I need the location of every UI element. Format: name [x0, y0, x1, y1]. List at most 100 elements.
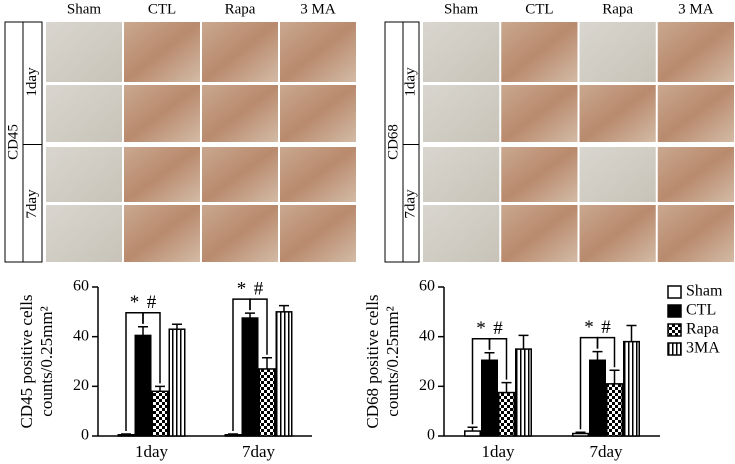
error-bar [467, 426, 478, 432]
x-tick-label: 7day [242, 442, 276, 461]
y-tick-label: 20 [73, 377, 89, 394]
column-label: CTL [525, 1, 553, 17]
significance-mark: * [584, 317, 594, 338]
error-bar [138, 325, 148, 336]
micrograph [579, 85, 656, 142]
micrograph [202, 205, 278, 262]
image-panels: Sham CTL Rapa 3 MA CD45 1day 7day Sham CTL Rapa 3 … [4, 1, 734, 263]
y-tick-label: 20 [419, 377, 435, 394]
y-tick-label: 0 [81, 427, 89, 444]
error-bar [279, 304, 289, 312]
legend-label: Sham [686, 283, 723, 300]
bar [572, 432, 589, 437]
legend-swatch [667, 285, 682, 299]
error-bar [262, 357, 272, 369]
bar [134, 334, 152, 437]
error-bar [155, 385, 165, 392]
micrograph [423, 147, 500, 202]
significance-mark: # [147, 292, 157, 313]
y-tick-label: 60 [73, 278, 89, 295]
micrograph [46, 205, 122, 262]
micrograph [124, 85, 200, 142]
micrograph [46, 147, 122, 202]
legend-swatch [667, 342, 682, 356]
column-label: 3 MA [300, 1, 336, 17]
error-bar [518, 334, 529, 350]
column-label: Sham [67, 1, 102, 17]
marker-label: CD68 [385, 124, 401, 160]
error-bar [501, 381, 512, 393]
y-axis-label: CD68 positive cells [363, 294, 382, 428]
charts: CD45 positive cells counts/0.25mm² 0 20 40 60… [17, 278, 723, 461]
bar [241, 317, 259, 437]
micrograph [423, 85, 500, 142]
y-tick-label: 40 [73, 327, 89, 344]
micrograph [501, 22, 578, 82]
column-label: Sham [444, 1, 479, 17]
micrograph [657, 147, 734, 202]
legend-label: 3MA [686, 340, 720, 357]
micrograph [657, 85, 734, 142]
legend-swatch [667, 323, 682, 337]
bar [589, 359, 606, 437]
legend-swatch [667, 304, 682, 318]
significance-mark: * [476, 318, 486, 339]
micrograph [280, 85, 356, 142]
y-tick-label: 0 [427, 427, 435, 444]
legend-label: Rapa [686, 321, 719, 338]
error-bar [626, 324, 637, 342]
bar [117, 434, 135, 437]
error-bar [575, 431, 586, 434]
row-label: 7day [402, 189, 418, 219]
micrograph [280, 147, 356, 202]
y-axis-label: counts/0.25mm² [383, 306, 402, 416]
micrograph [579, 147, 656, 202]
micrograph [501, 85, 578, 142]
column-label: CTL [148, 1, 176, 17]
bar [464, 430, 481, 437]
row-label: 1day [402, 67, 418, 97]
legend-label: CTL [686, 302, 716, 319]
marker-label: CD45 [5, 124, 21, 160]
bar [275, 311, 293, 437]
error-bar [484, 352, 495, 361]
micrograph [124, 147, 200, 202]
micrograph [501, 147, 578, 202]
micrograph [423, 205, 500, 262]
error-bar [245, 312, 255, 319]
bar [498, 391, 515, 437]
bar [623, 340, 640, 437]
significance-bracket [488, 338, 508, 380]
y-tick-label: 40 [419, 327, 435, 344]
bar [258, 368, 276, 437]
error-bar [228, 433, 238, 435]
x-tick-label: 7day [589, 442, 623, 461]
micrograph [579, 22, 656, 82]
micrograph [657, 22, 734, 82]
micrograph [124, 205, 200, 262]
y-tick-label: 60 [419, 278, 435, 295]
significance-mark: # [493, 318, 503, 339]
micrograph [46, 85, 122, 142]
micrograph [46, 22, 122, 82]
micrograph [202, 22, 278, 82]
micrograph [124, 22, 200, 82]
micrograph [579, 205, 656, 262]
y-axis-label: CD45 positive cells [17, 294, 36, 428]
row-label: 1day [24, 67, 40, 97]
column-label: 3 MA [678, 1, 714, 17]
column-label: Rapa [602, 1, 633, 17]
bar [481, 359, 498, 437]
significance-bracket [142, 311, 161, 384]
marker-box [384, 21, 420, 263]
significance-mark: # [601, 317, 611, 338]
significance-bracket [596, 336, 616, 368]
column-label: Rapa [225, 1, 256, 17]
micrograph [657, 205, 734, 262]
error-bar [592, 350, 603, 361]
micrograph [280, 22, 356, 82]
micrograph [202, 85, 278, 142]
significance-mark: * [130, 292, 140, 313]
error-bar [609, 369, 620, 384]
